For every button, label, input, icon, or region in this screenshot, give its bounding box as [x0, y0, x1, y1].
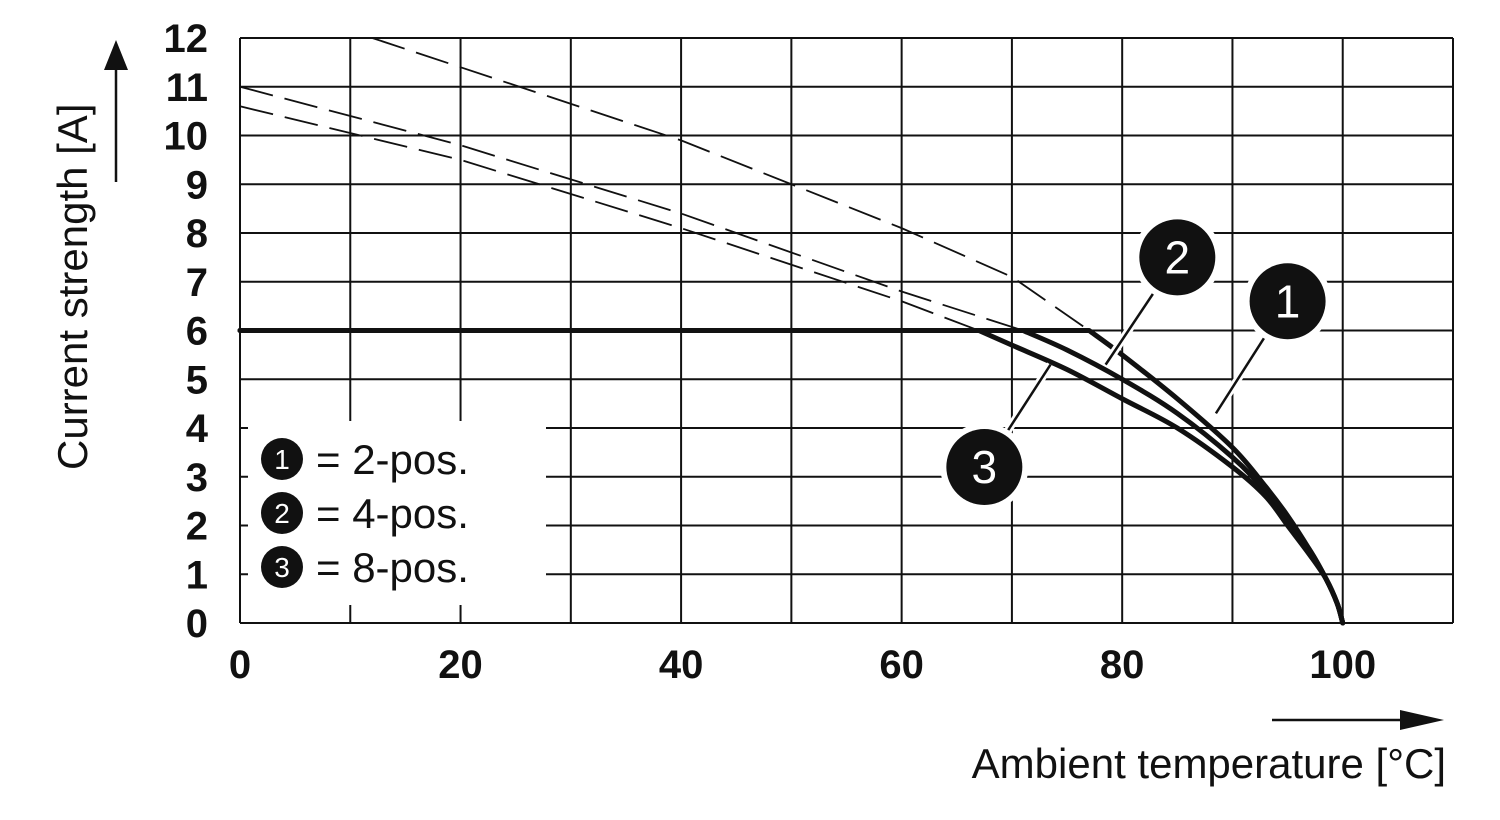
- y-tick-label: 9: [186, 163, 208, 207]
- y-tick-label: 8: [186, 212, 208, 256]
- y-axis-title: Current strength [A]: [49, 40, 128, 470]
- y-axis-arrow-head: [104, 40, 128, 70]
- x-tick-label: 0: [229, 643, 251, 687]
- series-line-3-solid: [237, 328, 1346, 626]
- callout-badge: [946, 429, 1023, 505]
- legend-marker-number: 2: [274, 498, 290, 529]
- legend-marker: [261, 546, 303, 588]
- y-tick-label: 10: [164, 115, 209, 159]
- y-axis-label: Current strength [A]: [49, 104, 96, 471]
- y-tick-label: 11: [166, 66, 208, 110]
- y-tick-label: 2: [186, 505, 208, 549]
- legend-marker-number: 3: [274, 552, 290, 583]
- series-line-2-dashed: [239, 85, 1024, 332]
- y-tick-label: 7: [186, 261, 208, 305]
- y-tick-label: 6: [186, 310, 208, 354]
- callout-badge: [1249, 263, 1326, 340]
- legend-entry-label: = 2-pos.: [316, 436, 469, 483]
- series-line-3-dashed: [239, 105, 980, 332]
- grid-lines: [239, 37, 1454, 624]
- legend-marker-number: 1: [274, 444, 290, 475]
- y-tick-label: 0: [186, 602, 208, 646]
- y-tick-label: 5: [186, 358, 208, 402]
- callout-badge: [1139, 219, 1216, 296]
- series-line-1-dashed: [372, 37, 1090, 332]
- y-tick-label: 3: [186, 456, 208, 500]
- x-axis-arrow-head: [1400, 710, 1444, 730]
- y-tick-label: 4: [186, 407, 209, 451]
- series-lines: [237, 37, 1346, 626]
- callout-badge-number: 1: [1275, 275, 1301, 327]
- x-tick-label: 40: [659, 643, 704, 687]
- y-tick-label: 12: [164, 17, 209, 61]
- x-tick-label: 80: [1100, 643, 1145, 687]
- callout-badge-number: 3: [972, 441, 998, 493]
- y-tick-label: 1: [186, 553, 208, 597]
- legend: 1 = 2-pos. 2 = 4-pos. 3 = 8-pos.: [248, 421, 546, 605]
- callouts: 1 2 3: [940, 213, 1332, 511]
- x-tick-label: 20: [438, 643, 483, 687]
- legend-marker: [261, 438, 303, 480]
- legend-marker: [261, 492, 303, 534]
- legend-entry-label: = 8-pos.: [316, 544, 469, 591]
- x-tick-label: 100: [1309, 643, 1376, 687]
- x-axis-title: Ambient temperature [°C]: [972, 710, 1446, 787]
- callout-badge-number: 2: [1165, 231, 1191, 283]
- x-tick-label: 60: [879, 643, 924, 687]
- x-axis-label: Ambient temperature [°C]: [972, 740, 1446, 787]
- legend-entry-label: = 4-pos.: [316, 490, 469, 537]
